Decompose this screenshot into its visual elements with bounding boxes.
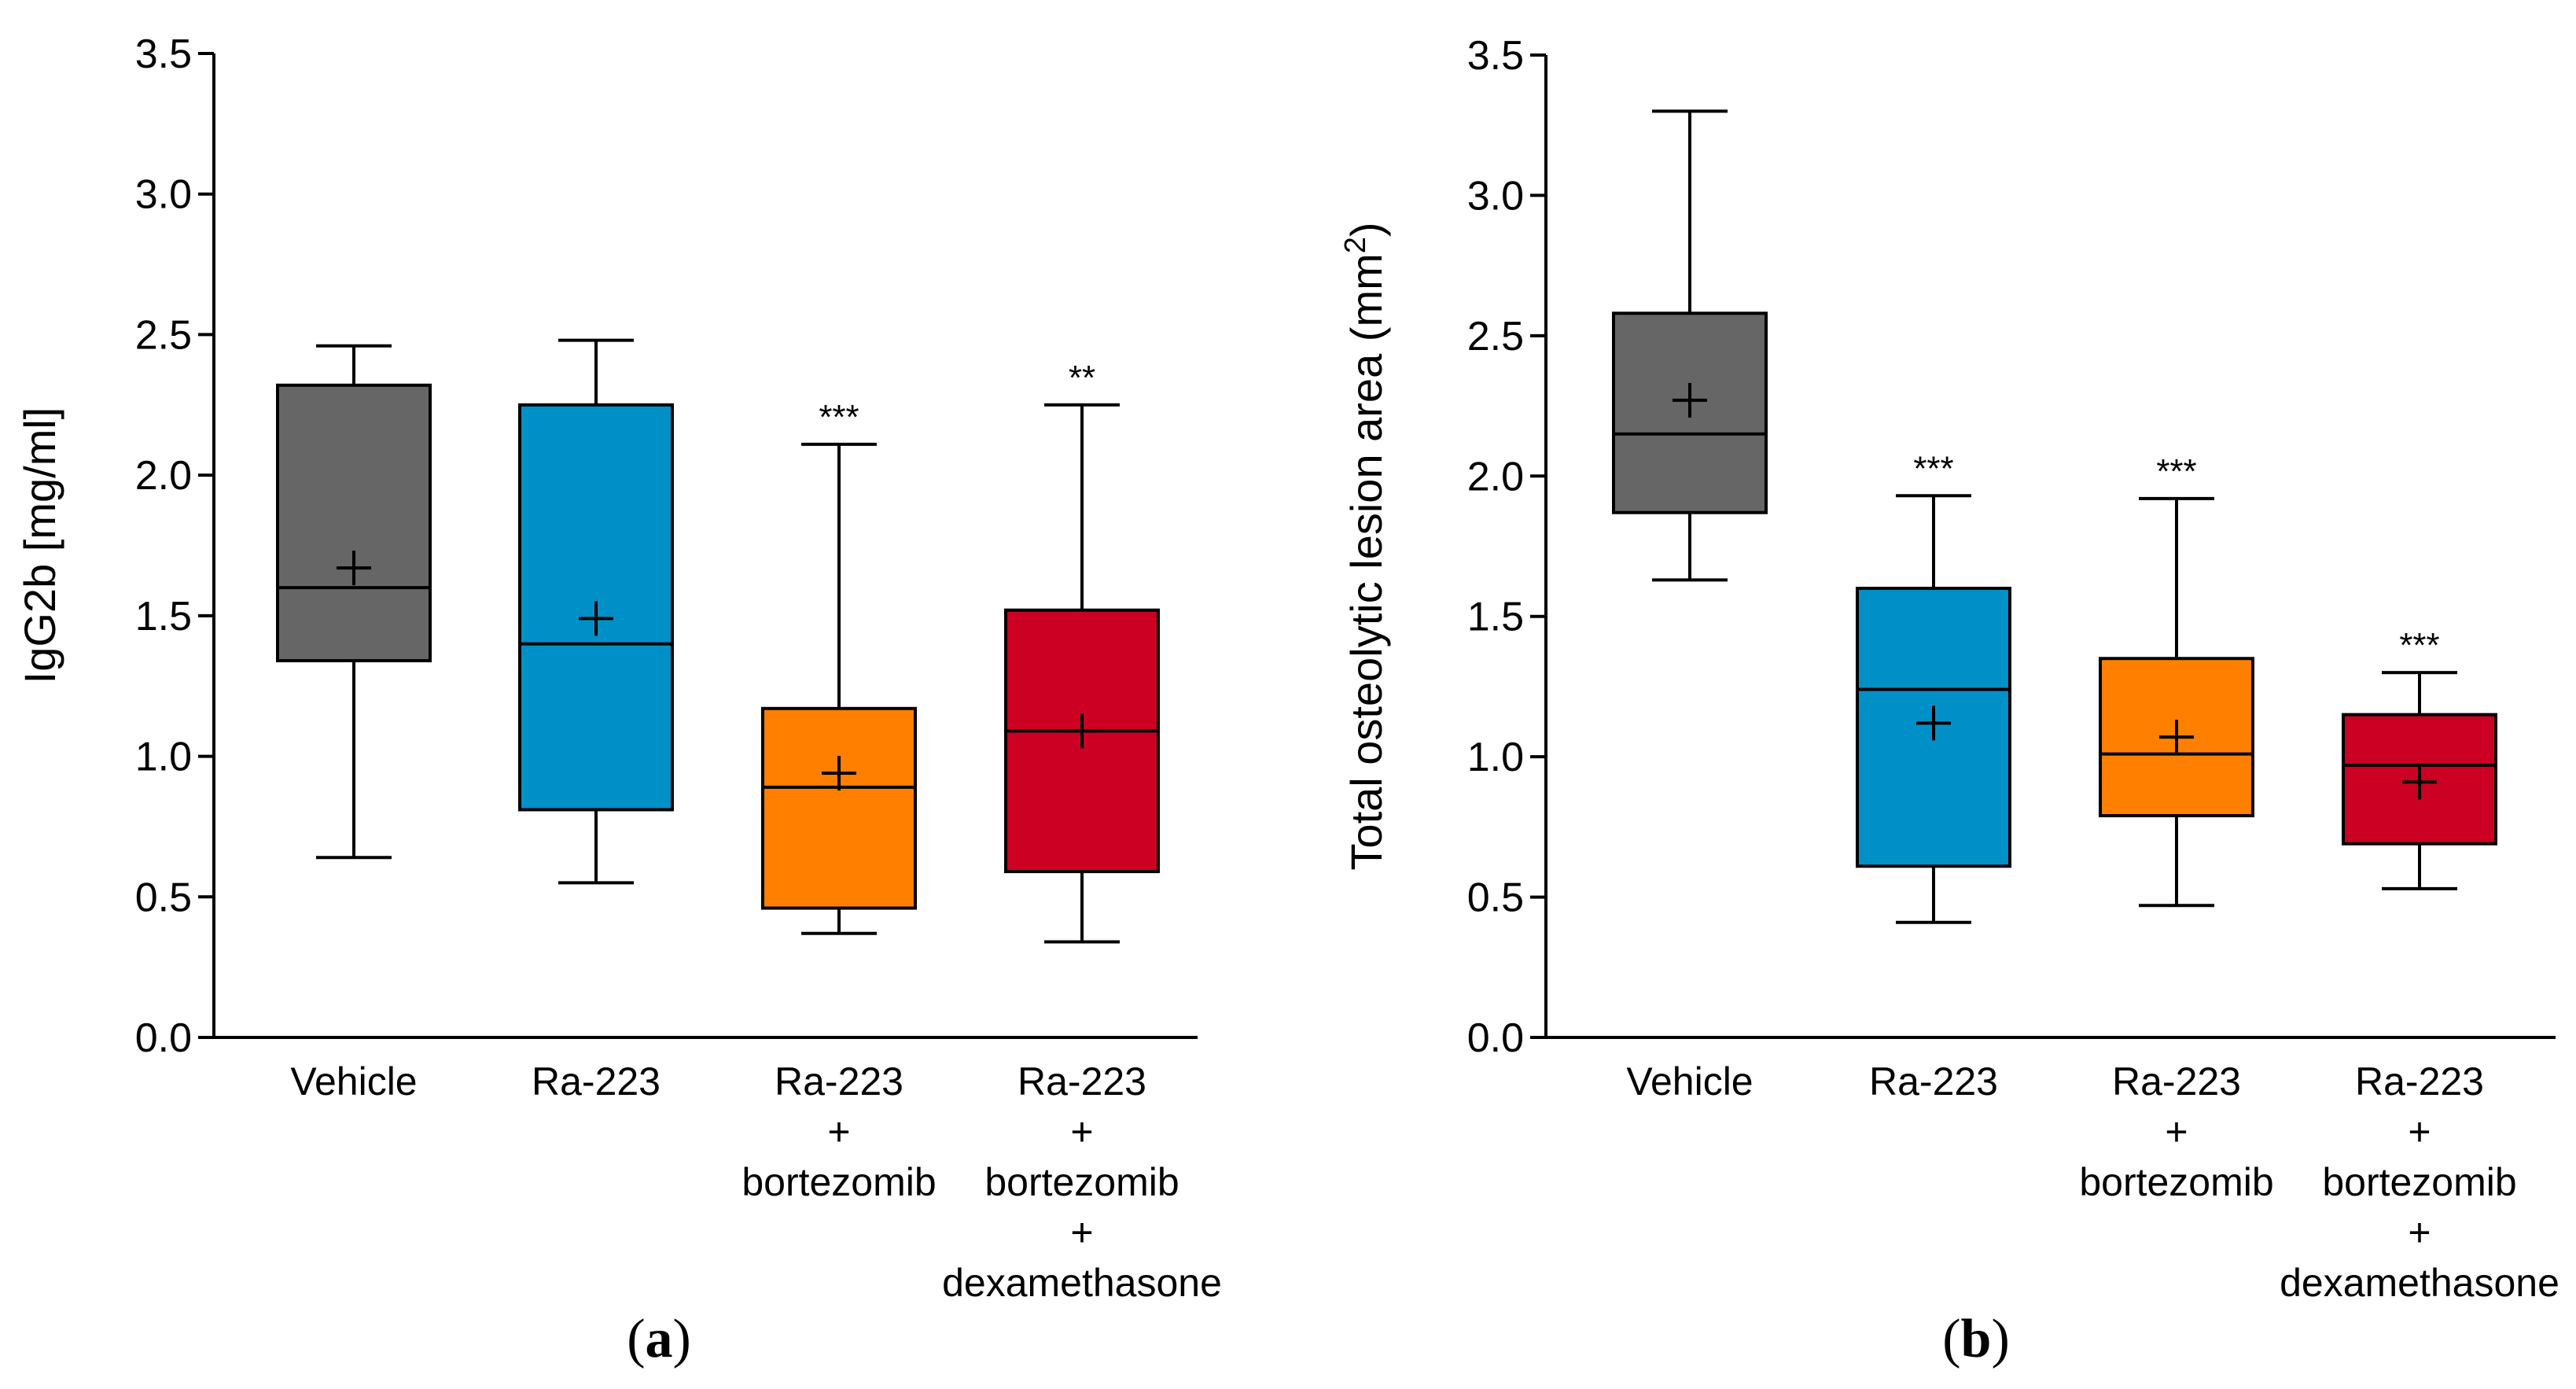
panel-a-box xyxy=(761,706,917,910)
panel-a-y-tick-label: 3.5 xyxy=(135,31,192,77)
panel-b-y-tick-label: 3.0 xyxy=(1467,173,1524,219)
panel-b-box xyxy=(1612,311,1768,514)
panel-a-box-group xyxy=(518,338,674,885)
panel-a-category-label: Vehicle xyxy=(290,1059,417,1103)
panel-a-box-group xyxy=(276,344,432,860)
panel-b-category-label: Ra-223 + bortezomib + dexamethasone xyxy=(2280,1059,2559,1305)
panel-a-box xyxy=(276,383,432,663)
panel-a-box-group: *** xyxy=(761,398,917,935)
panel-a-category-label: Ra-223 xyxy=(532,1059,661,1103)
panel-b-y-axis-title: Total osteolytic lesion area (mm2) xyxy=(1339,222,1391,870)
panel-b-panel-label: (b) xyxy=(1942,1309,2010,1369)
panel-b-y-tick-label: 1.0 xyxy=(1467,735,1524,780)
panel-a-y-axis-title: IgG2b [mg/ml] xyxy=(15,407,64,684)
panel-b-significance-label: *** xyxy=(1913,449,1953,488)
panel-a-chart: 0.0 0.5 1.0 1.5 2.0 2.5 3.0 3.5 IgG2b [mg/ml] Veh… xyxy=(15,31,1222,1369)
panel-b-chart: 0.0 0.5 1.0 1.5 2.0 2.5 3.0 3.5 Total osteolytic… xyxy=(1339,33,2559,1369)
panel-a-box-group: ** xyxy=(1004,359,1160,944)
panel-b-category-label: Ra-223 + bortezomib xyxy=(2079,1059,2273,1204)
panel-a-y-tick-label: 0.0 xyxy=(135,1015,192,1061)
panel-b-box-group: *** xyxy=(1856,449,2011,924)
panel-a-y-tick-label: 1.0 xyxy=(135,735,192,780)
panel-b-category-label: Vehicle xyxy=(1626,1059,1753,1103)
panel-b-y-tick-label: 0.5 xyxy=(1467,875,1524,921)
panel-b-significance-label: *** xyxy=(2399,626,2439,665)
panel-b-y-tick-label: 3.5 xyxy=(1467,33,1524,79)
panel-a-panel-label: (a) xyxy=(627,1309,691,1369)
panel-a-y-tick-label: 0.5 xyxy=(135,875,192,920)
panel-a-significance-label: ** xyxy=(1069,359,1095,397)
panel-b-y-tick-label: 2.0 xyxy=(1467,454,1524,499)
panel-b-y-tick-label: 2.5 xyxy=(1467,314,1524,359)
panel-a-y-tick-label: 2.5 xyxy=(135,312,192,358)
panel-b-significance-label: *** xyxy=(2156,452,2196,491)
panel-a-y-tick-label: 1.5 xyxy=(135,594,192,639)
panel-b-box-group: *** xyxy=(2099,452,2254,908)
panel-b-category-label: Ra-223 xyxy=(1869,1059,1998,1103)
panel-a-y-tick-label: 2.0 xyxy=(135,453,192,499)
panel-a-y-tick-label: 3.0 xyxy=(135,172,192,218)
panel-b-box-group: *** xyxy=(2342,626,2497,890)
panel-a-category-label: Ra-223 + bortezomib xyxy=(742,1059,936,1204)
panel-a-category-label: Ra-223 + bortezomib + dexamethasone xyxy=(942,1059,1222,1305)
panel-b-box-group xyxy=(1612,109,1768,582)
panel-b-y-tick-label: 1.5 xyxy=(1467,595,1524,640)
panel-b-y-tick-label: 0.0 xyxy=(1467,1015,1524,1061)
panel-a-significance-label: *** xyxy=(819,398,859,437)
